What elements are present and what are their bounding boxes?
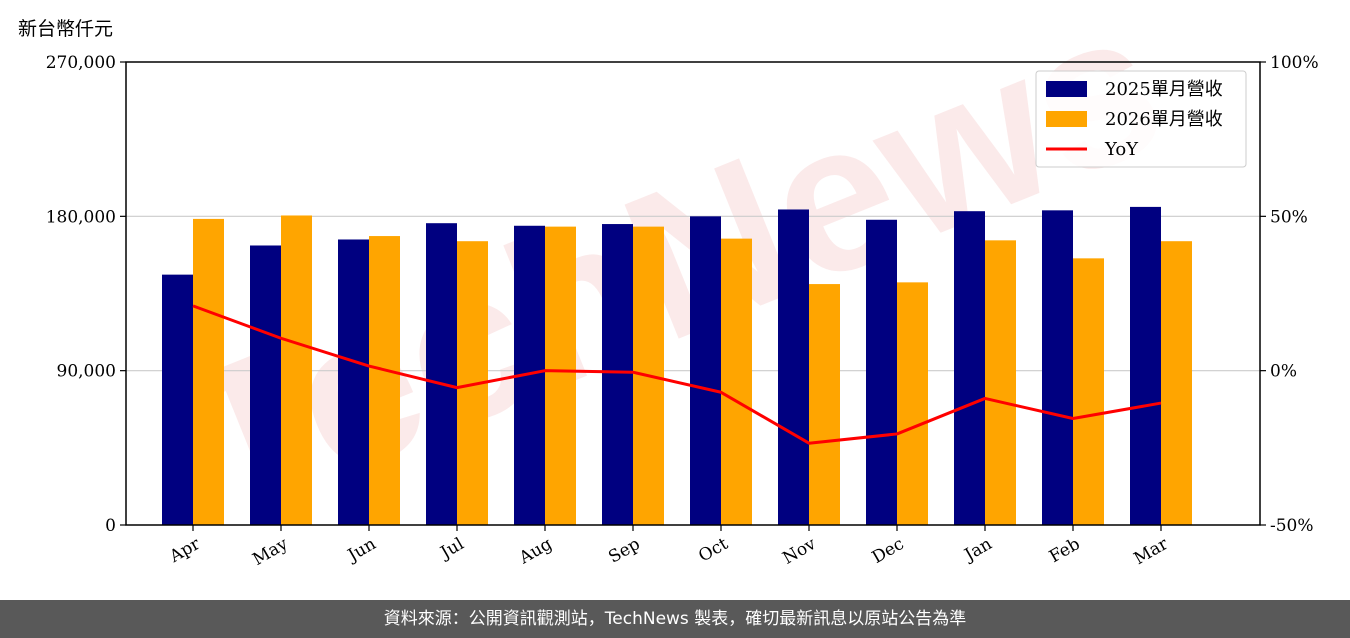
bar-2026-mar	[1161, 241, 1192, 525]
y-left-tick-label: 180,000	[46, 207, 116, 227]
legend-box	[1035, 70, 1247, 168]
x-tick-label-jan: Jan	[960, 534, 996, 566]
bar-2025-sep	[602, 224, 633, 526]
yoy-line	[192, 304, 1162, 445]
x-tick-label-nov: Nov	[779, 534, 819, 569]
y-axis-unit-label: 新台幣仟元	[18, 18, 114, 40]
legend-label: 2025單月營收	[1105, 79, 1223, 100]
bar-2025-dec	[866, 219, 897, 525]
legend-label: YoY	[1104, 139, 1139, 160]
bar-2026-nov	[809, 284, 840, 525]
x-tick-label-jul: Jul	[436, 534, 468, 564]
legend-swatch	[1046, 111, 1087, 127]
bar-2025-mar	[1130, 206, 1161, 525]
legend-swatch	[1046, 81, 1087, 97]
x-tick-label-jun: Jun	[343, 534, 380, 567]
y-right-tick-label: 100%	[1270, 53, 1319, 73]
bar-2025-jan	[954, 211, 985, 525]
revenue-chart: TechNews 090,000180,000270,000-50%0%50%1…	[46, 0, 1319, 570]
y-left-tick-label: 270,000	[46, 53, 116, 73]
y-right-tick-label: 0%	[1270, 362, 1297, 382]
bar-2025-feb	[1042, 210, 1073, 525]
bar-2026-jan	[985, 240, 1016, 525]
y-right-tick-label: -50%	[1270, 516, 1314, 536]
bar-2026-feb	[1073, 258, 1104, 525]
plot-frame	[125, 61, 1261, 526]
bar-2025-nov	[778, 209, 809, 526]
x-tick-label-feb: Feb	[1046, 534, 1084, 567]
y-left-tick-label: 90,000	[57, 362, 116, 382]
bar-2026-aug	[545, 226, 576, 525]
bar-2025-jun	[338, 239, 369, 525]
bar-2025-apr	[162, 274, 193, 525]
y-right-tick-label: 50%	[1270, 207, 1308, 227]
bar-2026-apr	[193, 218, 224, 525]
bar-2026-oct	[721, 238, 752, 526]
x-tick-label-oct: Oct	[695, 534, 731, 567]
legend-label: 2026單月營收	[1105, 109, 1223, 130]
x-tick-label-sep: Sep	[605, 534, 643, 568]
bar-2025-may	[250, 245, 281, 526]
x-tick-label-dec: Dec	[869, 534, 908, 568]
x-tick-label-apr: Apr	[166, 534, 205, 568]
bar-2026-jun	[369, 236, 400, 525]
y-left-tick-label: 0	[105, 516, 116, 536]
bar-2025-oct	[690, 216, 721, 526]
x-tick-label-mar: Mar	[1131, 534, 1173, 570]
bar-2025-jul	[426, 223, 457, 525]
source-footer: 資料來源：公開資訊觀測站，TechNews 製表，確切最新訊息以原站公告為準	[0, 600, 1350, 638]
bar-2026-dec	[897, 282, 928, 525]
bar-2026-may	[281, 215, 312, 525]
x-tick-label-aug: Aug	[515, 534, 556, 569]
